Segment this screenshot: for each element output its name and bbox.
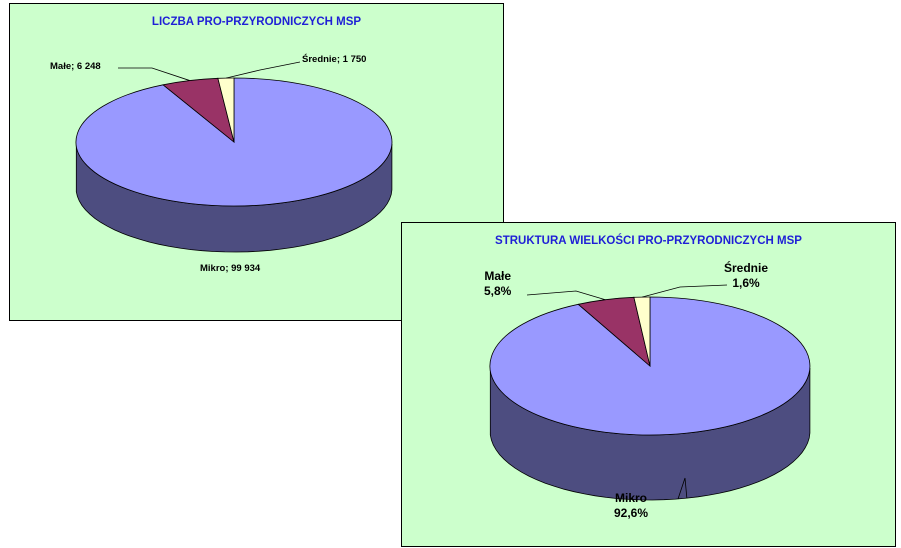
pie-slice-srednie: [633, 296, 651, 367]
data-label-male: Małe 5,8%: [484, 269, 511, 299]
chart-panel-structure: STRUKTURA WIELKOŚCI PRO-PRZYRODNICZYCH M…: [401, 222, 896, 547]
data-label-male-name: Małe: [484, 269, 512, 283]
chart-title: LICZBA PRO-PRZYRODNICZYCH MSP: [151, 16, 362, 28]
data-label-male-value: 5,8%: [484, 284, 512, 298]
data-label-srednie-value: 1,6%: [732, 276, 760, 290]
data-label-srednie-name: Średnie: [724, 261, 769, 275]
leader-line-male: [526, 290, 606, 301]
leader-line-male: [118, 67, 190, 81]
pie-chart-count: [75, 61, 393, 253]
data-label-mikro-name: Mikro: [615, 491, 648, 505]
leader-line-mikro: [677, 477, 688, 500]
pie-slice-srednie: [217, 77, 235, 143]
chart-title: STRUKTURA WIELKOŚCI PRO-PRZYRODNICZYCH M…: [495, 235, 802, 247]
data-label-mikro: Mikro; 99 934: [200, 263, 261, 274]
data-label-mikro: Mikro 92,6%: [614, 491, 648, 521]
leader-line-srednie: [225, 61, 301, 79]
pie-chart-structure: [489, 284, 811, 501]
data-label-srednie: Średnie; 1 750: [302, 54, 367, 65]
data-label-mikro-value: 92,6%: [614, 506, 649, 520]
data-label-male: Małe; 6 248: [50, 61, 101, 72]
leader-line-srednie: [641, 284, 728, 298]
chart-panel-count: LICZBA PRO-PRZYRODNICZYCH MSP Małe; 6 24…: [9, 3, 504, 321]
data-label-srednie: Średnie 1,6%: [724, 261, 768, 291]
